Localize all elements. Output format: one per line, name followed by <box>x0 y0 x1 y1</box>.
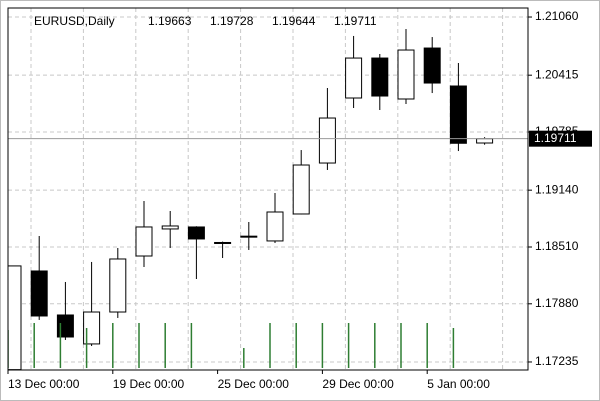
candle-body <box>161 225 179 230</box>
candle-body <box>476 138 494 144</box>
x-tick-label: 29 Dec 00:00 <box>322 377 394 391</box>
candle-body <box>109 258 127 313</box>
ohlc-high: 1.19728 <box>210 14 254 28</box>
y-tick-label: 1.17880 <box>535 296 579 310</box>
y-tick-label: 1.20415 <box>535 67 579 81</box>
price-label-box <box>529 130 592 147</box>
plot <box>8 29 528 370</box>
candle-body <box>292 164 310 215</box>
y-tick-label: 1.21060 <box>535 9 579 23</box>
candle-body <box>135 226 153 257</box>
ohlc-low: 1.19644 <box>272 14 316 28</box>
candle-body <box>318 117 336 164</box>
candle-body <box>371 57 389 97</box>
ohlc-open: 1.19663 <box>148 14 192 28</box>
candle-body <box>397 49 415 100</box>
candle-body <box>56 314 74 338</box>
y-tick-label: 1.17235 <box>535 354 579 368</box>
candle-body <box>240 235 258 238</box>
y-tick-label: 1.18510 <box>535 239 579 253</box>
chart-title: EURUSD,Daily <box>34 14 115 28</box>
candle-body <box>83 311 101 345</box>
ohlc-close: 1.19711 <box>334 14 377 28</box>
axis: 1.210601.204151.197851.191401.185101.178… <box>7 9 592 391</box>
x-tick-label: 25 Dec 00:00 <box>218 377 290 391</box>
candle-body <box>423 47 441 84</box>
candle-body <box>30 270 48 317</box>
candle-body <box>266 211 284 242</box>
price-label: 1.19711 <box>534 131 577 145</box>
x-tick-label: 5 Jan 00:00 <box>427 377 490 391</box>
y-tick-label: 1.19140 <box>535 182 579 196</box>
candle-body <box>449 85 467 144</box>
x-tick-label: 13 Dec 00:00 <box>8 377 80 391</box>
x-tick-label: 19 Dec 00:00 <box>113 377 185 391</box>
plot-border <box>7 7 529 371</box>
candle-body <box>214 241 232 244</box>
candle-body <box>345 57 363 99</box>
candle-body <box>187 226 205 240</box>
